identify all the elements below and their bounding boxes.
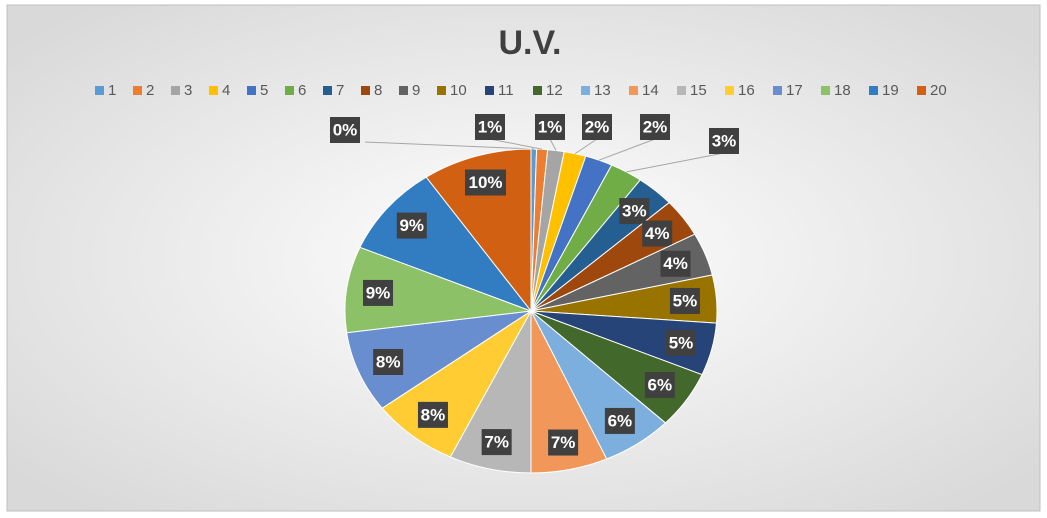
legend-label: 1 (108, 82, 116, 99)
data-label: 7% (484, 433, 509, 452)
chart-title: U.V. (498, 24, 561, 62)
legend-label: 2 (146, 82, 154, 99)
data-label: 3% (622, 202, 647, 221)
legend-swatch (171, 86, 180, 95)
leader-line (549, 138, 557, 151)
legend-swatch (533, 86, 542, 95)
data-label-box (417, 401, 448, 428)
data-label: 2% (585, 117, 610, 136)
legend-swatch (725, 86, 734, 95)
data-label: 8% (421, 405, 446, 424)
legend-label: 10 (450, 82, 467, 99)
data-label-box (665, 329, 696, 356)
data-label-box (640, 114, 670, 140)
data-label-box (642, 220, 673, 247)
legend-swatch (247, 86, 256, 95)
pie-slice (359, 176, 533, 313)
legend-label: 16 (738, 82, 755, 99)
legend-label: 7 (336, 82, 344, 99)
legend-swatch (437, 86, 446, 95)
data-label-box (465, 169, 507, 196)
data-label-box (535, 114, 565, 140)
leader-line (364, 141, 534, 150)
legend-swatch (209, 86, 218, 95)
legend-swatch (773, 86, 782, 95)
data-label: 8% (376, 352, 401, 371)
legend-swatch (485, 86, 494, 95)
legend-swatch (323, 86, 332, 95)
legend-label: 17 (786, 82, 803, 99)
leader-line (489, 138, 543, 150)
legend-swatch (581, 86, 590, 95)
data-label-box (363, 279, 394, 306)
legend-label: 20 (930, 82, 947, 99)
legend-label: 11 (498, 82, 514, 99)
pie-slice (346, 310, 532, 409)
legend-swatch (677, 86, 686, 95)
data-label-box (644, 372, 675, 399)
legend-label: 14 (642, 82, 659, 99)
data-label-box (373, 348, 404, 375)
data-label-box (604, 407, 635, 434)
data-label: 2% (643, 117, 668, 136)
legend-label: 4 (222, 82, 230, 99)
data-label-box (660, 250, 691, 277)
legend-label: 18 (834, 82, 851, 99)
data-label: 10% (468, 173, 502, 192)
legend-label: 19 (882, 82, 899, 99)
data-label-box (709, 128, 739, 154)
legend-label: 12 (546, 82, 563, 99)
leader-line (598, 138, 656, 161)
data-label: 1% (478, 117, 503, 136)
data-label-box (619, 198, 650, 225)
data-label: 9% (366, 283, 391, 302)
data-label-box (481, 429, 512, 456)
legend-swatch (821, 86, 830, 95)
legend-label: 8 (374, 82, 382, 99)
legend-label: 6 (298, 82, 306, 99)
data-label: 5% (673, 291, 698, 310)
legend-swatch (133, 86, 142, 95)
data-label: 5% (669, 333, 694, 352)
data-label: 4% (663, 254, 688, 273)
data-label: 7% (551, 433, 576, 452)
data-label: 1% (538, 117, 563, 136)
legend-label: 3 (184, 82, 192, 99)
legend-swatch (95, 86, 104, 95)
data-label-box (669, 287, 700, 314)
legend-swatch (285, 86, 294, 95)
legend-swatch (869, 86, 878, 95)
data-label: 9% (399, 216, 424, 235)
leader-line (626, 152, 725, 173)
data-label: 3% (712, 131, 737, 150)
data-label-box (475, 114, 505, 140)
data-label: 0% (333, 120, 358, 139)
data-label-box (396, 212, 427, 239)
pie-slice (344, 246, 532, 334)
data-label-box (582, 114, 612, 140)
legend-swatch (917, 86, 926, 95)
leader-line (574, 138, 598, 155)
data-label: 6% (648, 376, 673, 395)
legend-label: 13 (594, 82, 611, 99)
legend-label: 15 (690, 82, 707, 99)
data-label: 6% (608, 411, 633, 430)
legend-swatch (361, 86, 370, 95)
legend-label: 9 (412, 82, 420, 99)
legend-label: 5 (260, 82, 268, 99)
data-label: 4% (645, 224, 670, 243)
data-label-box (548, 429, 579, 456)
data-label-box (330, 117, 360, 143)
legend-swatch (629, 86, 638, 95)
legend-swatch (399, 86, 408, 95)
